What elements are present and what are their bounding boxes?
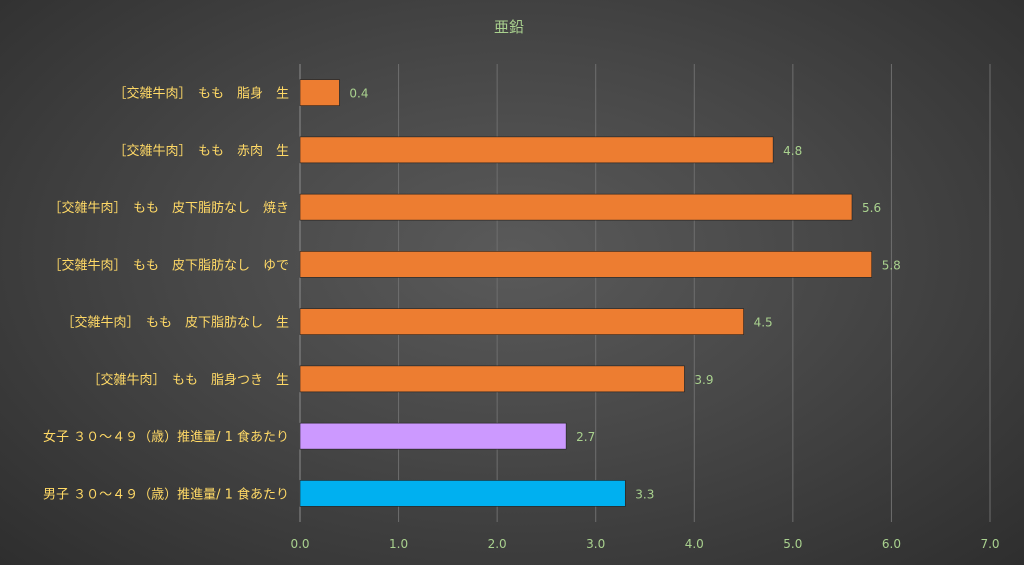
category-label: 男子 ３０～４９（歳）推進量/ 1 食あたり — [43, 486, 289, 502]
data-label: 4.5 — [754, 316, 773, 330]
bar — [299, 422, 567, 450]
category-label: ［交雑牛肉］ もも 皮下脂肪なし 生 — [61, 315, 289, 331]
x-tick-label: 4.0 — [685, 537, 704, 551]
data-label: 2.7 — [576, 430, 595, 444]
data-label: 5.8 — [882, 258, 901, 272]
data-label: 3.3 — [635, 487, 654, 501]
bar — [299, 251, 873, 278]
x-tick-label: 0.0 — [290, 537, 309, 551]
bar — [299, 480, 626, 507]
bars: 0.4 4.8 5.6 5.8 4.5 3.9 2.7 3.3 — [299, 79, 901, 507]
x-tick-label: 1.0 — [389, 537, 408, 551]
bar — [299, 136, 774, 164]
grid-lines — [299, 64, 991, 522]
category-label: ［交雑牛肉］ もも 脂身つき 生 — [87, 372, 289, 388]
category-label: ［交雑牛肉］ もも 皮下脂肪なし 焼き — [48, 200, 289, 216]
bar — [299, 308, 744, 335]
category-label: 女子 ３０～４９（歳）推進量/ 1 食あたり — [43, 429, 289, 445]
category-label: ［交雑牛肉］ もも 赤肉 生 — [113, 143, 289, 159]
data-label: 4.8 — [783, 144, 802, 158]
x-tick-label: 6.0 — [882, 537, 901, 551]
bar — [299, 79, 340, 106]
data-label: 0.4 — [349, 87, 368, 101]
bar — [299, 193, 853, 221]
bar — [299, 365, 685, 393]
category-labels: ［交雑牛肉］ もも 脂身 生 ［交雑牛肉］ もも 赤肉 生 ［交雑牛肉］ もも 皮下… — [43, 86, 289, 503]
category-label: ［交雑牛肉］ もも 皮下脂肪なし ゆで — [48, 257, 289, 273]
x-tick-label: 7.0 — [980, 537, 999, 551]
chart-title: 亜鉛 — [494, 18, 524, 36]
x-tick-label: 2.0 — [488, 537, 507, 551]
data-label: 3.9 — [694, 373, 713, 387]
x-tick-label: 3.0 — [586, 537, 605, 551]
data-label: 5.6 — [862, 201, 881, 215]
x-axis-ticks: 0.0 1.0 2.0 3.0 4.0 5.0 6.0 7.0 — [290, 537, 999, 551]
category-label: ［交雑牛肉］ もも 脂身 生 — [113, 86, 289, 102]
x-tick-label: 5.0 — [783, 537, 802, 551]
